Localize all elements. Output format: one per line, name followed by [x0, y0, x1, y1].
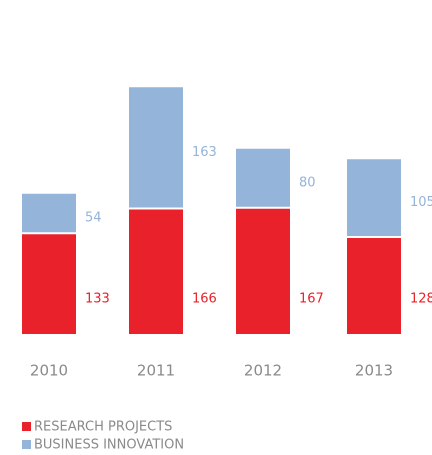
legend-label: RESEARCH PROJECTS	[34, 420, 172, 435]
data-label: 133	[85, 292, 110, 307]
x-tick-label: 2011	[137, 362, 175, 380]
bar-segment	[22, 193, 76, 233]
bar-segment	[129, 87, 183, 208]
data-label: 167	[299, 292, 324, 307]
x-tick-label: 2013	[355, 362, 393, 380]
data-label: 80	[299, 175, 316, 190]
legend-label: BUSINESS INNOVATION	[34, 438, 184, 453]
bar-segment	[129, 209, 183, 334]
data-label: 163	[192, 145, 217, 160]
x-tick-label: 2010	[30, 362, 68, 380]
x-tick-label: 2012	[244, 362, 282, 380]
data-label: 105	[410, 195, 432, 210]
bar-segment	[236, 208, 290, 334]
bar-segment	[236, 148, 290, 207]
legend-swatch	[22, 422, 31, 431]
legend-swatch	[22, 440, 31, 449]
data-label: 54	[85, 211, 102, 226]
data-label: 128	[410, 292, 432, 307]
data-label: 166	[192, 292, 217, 307]
bar-segment	[22, 234, 76, 334]
bar-segment	[347, 159, 401, 236]
bar-segment	[347, 238, 401, 334]
